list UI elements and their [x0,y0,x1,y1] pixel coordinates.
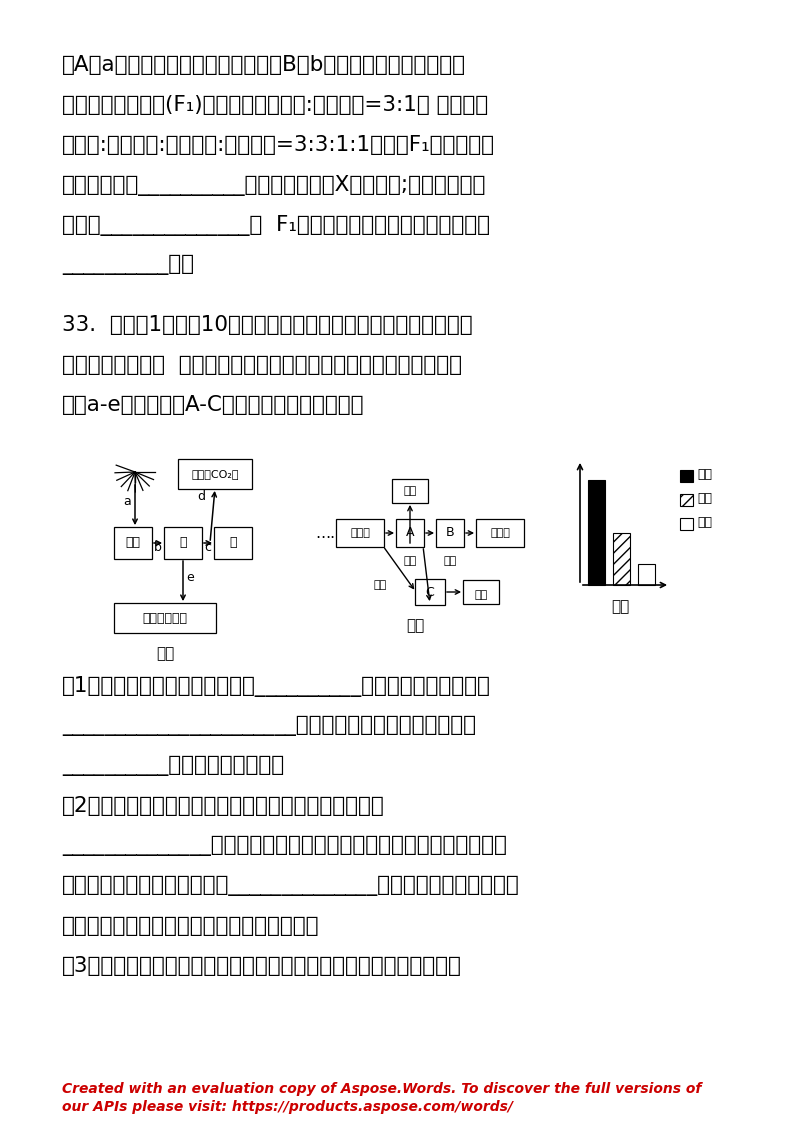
Text: 图乙: 图乙 [406,618,424,633]
Text: ______________法；某时期调查发现，该草原鼠种群的年龄组成如图: ______________法；某时期调查发现，该草原鼠种群的年龄组成如图 [62,836,507,856]
Text: 狼摄入: 狼摄入 [490,528,510,538]
Text: 图甲: 图甲 [156,646,174,661]
Text: ______________________。草原中能量进入群落的途径是: ______________________。草原中能量进入群落的途径是 [62,716,476,737]
Text: c: c [204,541,211,554]
Bar [680,494,693,506]
Text: （1）该草原中所有生物共同构成__________，生态系统的结构包括: （1）该草原中所有生物共同构成__________，生态系统的结构包括 [62,676,491,697]
Text: 狼: 狼 [229,537,237,549]
Text: 老年: 老年 [697,517,712,530]
Text: 物杂交，所得子代(F₁)的雌株中高茎宽叶:矮茎宽叶=3:1， 雄株中高: 物杂交，所得子代(F₁)的雌株中高茎宽叶:矮茎宽叶=3:1， 雄株中高 [62,95,488,115]
Text: A: A [406,527,414,539]
Text: __________（填图甲中字母）。: __________（填图甲中字母）。 [62,756,284,776]
Text: 可推测：控制__________性状的基因位于X染色体上;亲本的基因型: 可推测：控制__________性状的基因位于X染色体上;亲本的基因型 [62,175,487,197]
FancyBboxPatch shape [463,579,499,604]
Text: 分别为______________。  F₁的雌株中高茎宽叶植株的基因型有: 分别为______________。 F₁的雌株中高茎宽叶植株的基因型有 [62,214,490,236]
Text: 被大量捕食，使草原生态系统遇到严重破坏。: 被大量捕食，使草原生态系统遇到严重破坏。 [62,916,319,935]
Text: 鼠: 鼠 [179,537,187,549]
Text: 因A、a控制，宽叶和窄叶分别受基因B、b控制。研究人员将两株植: 因A、a控制，宽叶和窄叶分别受基因B、b控制。研究人员将两株植 [62,55,466,75]
Text: e: e [186,570,194,584]
Text: （2）为控制草原鼠害，对鼠的种群密度进行调查宜采用: （2）为控制草原鼠害，对鼠的种群密度进行调查宜采用 [62,796,385,816]
Text: a: a [123,495,131,508]
Text: B: B [445,527,454,539]
Text: 散失: 散失 [403,486,417,496]
FancyBboxPatch shape [392,480,428,503]
Bar [680,471,693,482]
Text: 热能、CO₂等: 热能、CO₂等 [191,469,239,480]
Text: 图中a-e代表过程，A-C代表能量。请据图回答：: 图中a-e代表过程，A-C代表能量。请据图回答： [62,395,364,416]
Text: 图丙: 图丙 [611,599,629,614]
Text: 和能量流动示意图  图乙是该生态系统中鼠摄食后能量的流向示意图。: 和能量流动示意图 图乙是该生态系统中鼠摄食后能量的流向示意图。 [62,355,462,375]
FancyBboxPatch shape [336,519,384,547]
FancyBboxPatch shape [114,603,216,633]
FancyBboxPatch shape [178,459,252,489]
Text: 鼠摄入: 鼠摄入 [350,528,370,538]
Text: 33.  （每空1分，全10分）如图甲是一个草原生态系统的物质循环: 33. （每空1分，全10分）如图甲是一个草原生态系统的物质循环 [62,314,472,335]
FancyBboxPatch shape [415,579,445,605]
Text: Created with an evaluation copy of Aspose.Words. To discover the full versions o: Created with an evaluation copy of Aspos… [62,1081,701,1096]
Text: d: d [197,490,205,503]
Text: 散失: 散失 [474,590,488,600]
Text: （3）狼能够依据鼠留下的气味去捕食，鼠同样也能够依据狼的气味或: （3）狼能够依据鼠留下的气味去捕食，鼠同样也能够依据狼的气味或 [62,956,462,976]
Text: 茎宽叶:高茎窄叶:矮茎宽叶:矮茎窄叶=3:3:1:1。根据F₁性状分离比: 茎宽叶:高茎窄叶:矮茎宽叶:矮茎窄叶=3:3:1:1。根据F₁性状分离比 [62,135,495,155]
Bar [680,518,693,530]
Text: 粪便: 粪便 [373,579,386,590]
FancyBboxPatch shape [114,527,152,559]
Text: b: b [154,541,162,554]
Text: 残骸: 残骸 [443,556,457,566]
FancyBboxPatch shape [396,519,424,547]
Text: C: C [426,585,434,599]
Bar [588,481,605,585]
Bar [613,532,630,585]
FancyBboxPatch shape [164,527,202,559]
Bar [638,564,655,585]
FancyBboxPatch shape [214,527,252,559]
Text: 成年: 成年 [697,493,712,505]
Text: __________种。: __________种。 [62,255,194,275]
Text: ….: …. [315,526,335,540]
FancyBboxPatch shape [436,519,464,547]
FancyBboxPatch shape [476,519,524,547]
Text: 丙，该鼠种群数显变动趋势是______________，该变动将直接导致牧草: 丙，该鼠种群数显变动趋势是______________，该变动将直接导致牧草 [62,876,520,896]
Text: 幼年: 幼年 [697,468,712,482]
Text: 牧草: 牧草 [125,537,141,549]
Text: 细菌、蚯蚓等: 细菌、蚯蚓等 [142,612,187,624]
Text: 遗体: 遗体 [403,556,417,566]
Text: our APIs please visit: https://products.aspose.com/words/: our APIs please visit: https://products.… [62,1101,513,1114]
